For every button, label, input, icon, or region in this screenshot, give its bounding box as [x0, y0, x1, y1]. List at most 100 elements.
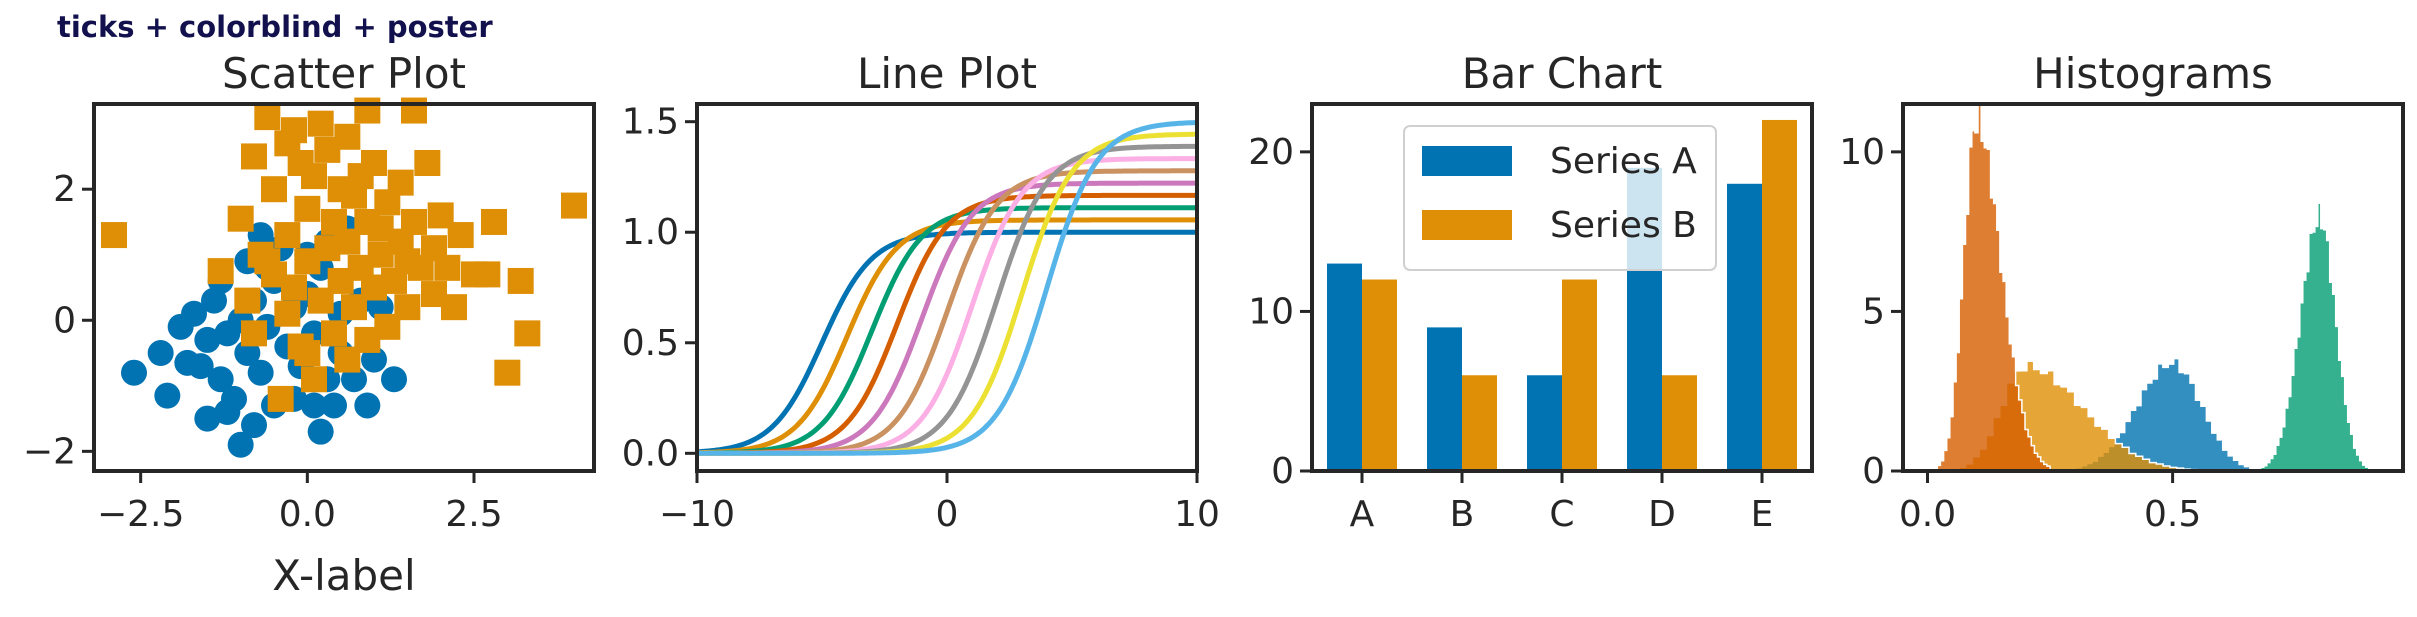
- histogram-panel: Histograms 0 5 10 0.0 0.5: [1839, 49, 2405, 535]
- scatter-point-square: [394, 248, 421, 275]
- scatter-point-square: [274, 130, 301, 157]
- scatter-point-circle: [301, 392, 327, 419]
- scatter-point-circle: [187, 353, 214, 380]
- line-series-7: [697, 143, 1197, 456]
- scatter-xtick-label: 0.0: [279, 494, 336, 535]
- scatter-point-square: [334, 123, 361, 150]
- histogram-xtick-label: 0.5: [2144, 494, 2201, 535]
- legend-label-series-b: Series B: [1550, 205, 1697, 246]
- bar-B-series-a: [1427, 327, 1462, 471]
- scatter-point-circle: [341, 366, 367, 393]
- scatter-point-square: [241, 320, 267, 347]
- scatter-point-square: [234, 287, 261, 314]
- bar-title: Bar Chart: [1462, 49, 1663, 98]
- scatter-point-square: [367, 215, 394, 242]
- scatter-point-circle: [247, 222, 274, 249]
- scatter-point-circle: [381, 366, 407, 393]
- scatter-point-square: [254, 248, 281, 275]
- bar-xtick-label: A: [1350, 494, 1375, 535]
- scatter-point-square: [294, 340, 321, 367]
- scatter-point-square: [401, 208, 427, 235]
- bar-A-series-b: [1362, 279, 1397, 471]
- histogram-series-2: [2260, 202, 2370, 472]
- scatter-point-circle: [154, 382, 181, 409]
- scatter-point-circle: [354, 392, 381, 419]
- scatter-point-circle: [147, 340, 174, 367]
- scatter-point-square: [254, 104, 281, 131]
- scatter-point-circle: [121, 359, 147, 386]
- histogram-title: Histograms: [2033, 49, 2273, 98]
- scatter-point-circle: [321, 392, 347, 419]
- bar-ticks: 0 10 20 A B C D E: [1248, 132, 1773, 535]
- bar-ytick-label: 10: [1248, 291, 1294, 332]
- bar-legend: Series A Series B: [1403, 125, 1717, 271]
- bar-C-series-a: [1527, 375, 1562, 471]
- scatter-point-square: [227, 205, 254, 232]
- scatter-point-square: [301, 163, 327, 190]
- scatter-point-square: [307, 110, 334, 137]
- scatter-point-square: [101, 222, 127, 249]
- scatter-point-square: [301, 366, 327, 393]
- scatter-point-square: [434, 254, 461, 281]
- scatter-xtick-label: 2.5: [445, 494, 502, 535]
- scatter-point-square: [207, 258, 234, 285]
- scatter-point-square: [241, 143, 267, 170]
- histogram-ytick-label: 10: [1839, 132, 1885, 173]
- scatter-point-circle: [214, 399, 241, 426]
- scatter-xtick-label: −2.5: [97, 494, 184, 535]
- scatter-point-square: [267, 385, 294, 412]
- scatter-point-square: [447, 222, 474, 249]
- scatter-ticks: −2 0 2 −2.5 0.0 2.5: [23, 169, 503, 535]
- legend-swatch-series-a: [1422, 146, 1512, 176]
- bar-B-series-b: [1462, 375, 1497, 471]
- histogram-xtick-label: 0.0: [1899, 494, 1956, 535]
- line-ytick-label: 1.5: [622, 102, 679, 143]
- bar-xtick-label: D: [1648, 494, 1676, 535]
- scatter-point-circle: [361, 346, 387, 373]
- scatter-ytick-label: 0: [53, 300, 76, 341]
- bar-D-series-b: [1662, 375, 1697, 471]
- bar-ytick-label: 20: [1248, 132, 1294, 173]
- scatter-point-square: [514, 320, 541, 347]
- line-panel: Line Plot 0.0 0.5 1.0 1.5 −10 0 10: [622, 49, 1220, 535]
- scatter-point-square: [274, 300, 301, 327]
- scatter-point-square: [414, 149, 441, 176]
- scatter-point-circle: [234, 340, 261, 367]
- scatter-point-circle: [194, 405, 221, 432]
- scatter-point-circle: [194, 326, 221, 353]
- scatter-point-circle: [201, 287, 227, 314]
- scatter-title: Scatter Plot: [222, 49, 466, 98]
- scatter-point-circle: [241, 412, 267, 439]
- scatter-point-circle: [247, 359, 274, 386]
- scatter-point-square: [474, 261, 501, 288]
- figure-suptitle: ticks + colorblind + poster: [57, 10, 493, 44]
- line-series-5: [697, 168, 1197, 456]
- line-ytick-label: 0.0: [622, 433, 679, 474]
- line-series: [696, 120, 1198, 456]
- line-series-9: [697, 120, 1198, 456]
- line-title: Line Plot: [857, 49, 1037, 98]
- scatter-point-circle: [207, 366, 234, 393]
- histogram-ytick-label: 0: [1862, 451, 1885, 492]
- scatter-point-square: [387, 169, 414, 196]
- line-series-2: [697, 205, 1197, 456]
- bar-E-series-b: [1762, 119, 1797, 472]
- scatter-point-circle: [367, 294, 394, 321]
- line-ticks: 0.0 0.5 1.0 1.5 −10 0 10: [622, 102, 1220, 535]
- line-ytick-label: 1.0: [622, 212, 679, 253]
- histogram-ticks: 0 5 10 0.0 0.5: [1839, 132, 2201, 535]
- bar-E-series-a: [1727, 183, 1762, 472]
- histogram-frame: [1901, 102, 2405, 473]
- scatter-ytick-label: −2: [23, 431, 76, 472]
- scatter-point-square: [281, 274, 307, 301]
- scatter-point-square: [441, 294, 467, 321]
- scatter-point-square: [561, 192, 587, 219]
- scatter-point-square: [394, 294, 421, 321]
- scatter-point-circle: [227, 431, 254, 458]
- scatter-ytick-label: 2: [53, 169, 76, 210]
- scatter-point-square: [354, 97, 381, 124]
- bar-ytick-label: 0: [1271, 451, 1294, 492]
- bar-A-series-a: [1327, 263, 1362, 471]
- bar-xtick-label: C: [1549, 494, 1574, 535]
